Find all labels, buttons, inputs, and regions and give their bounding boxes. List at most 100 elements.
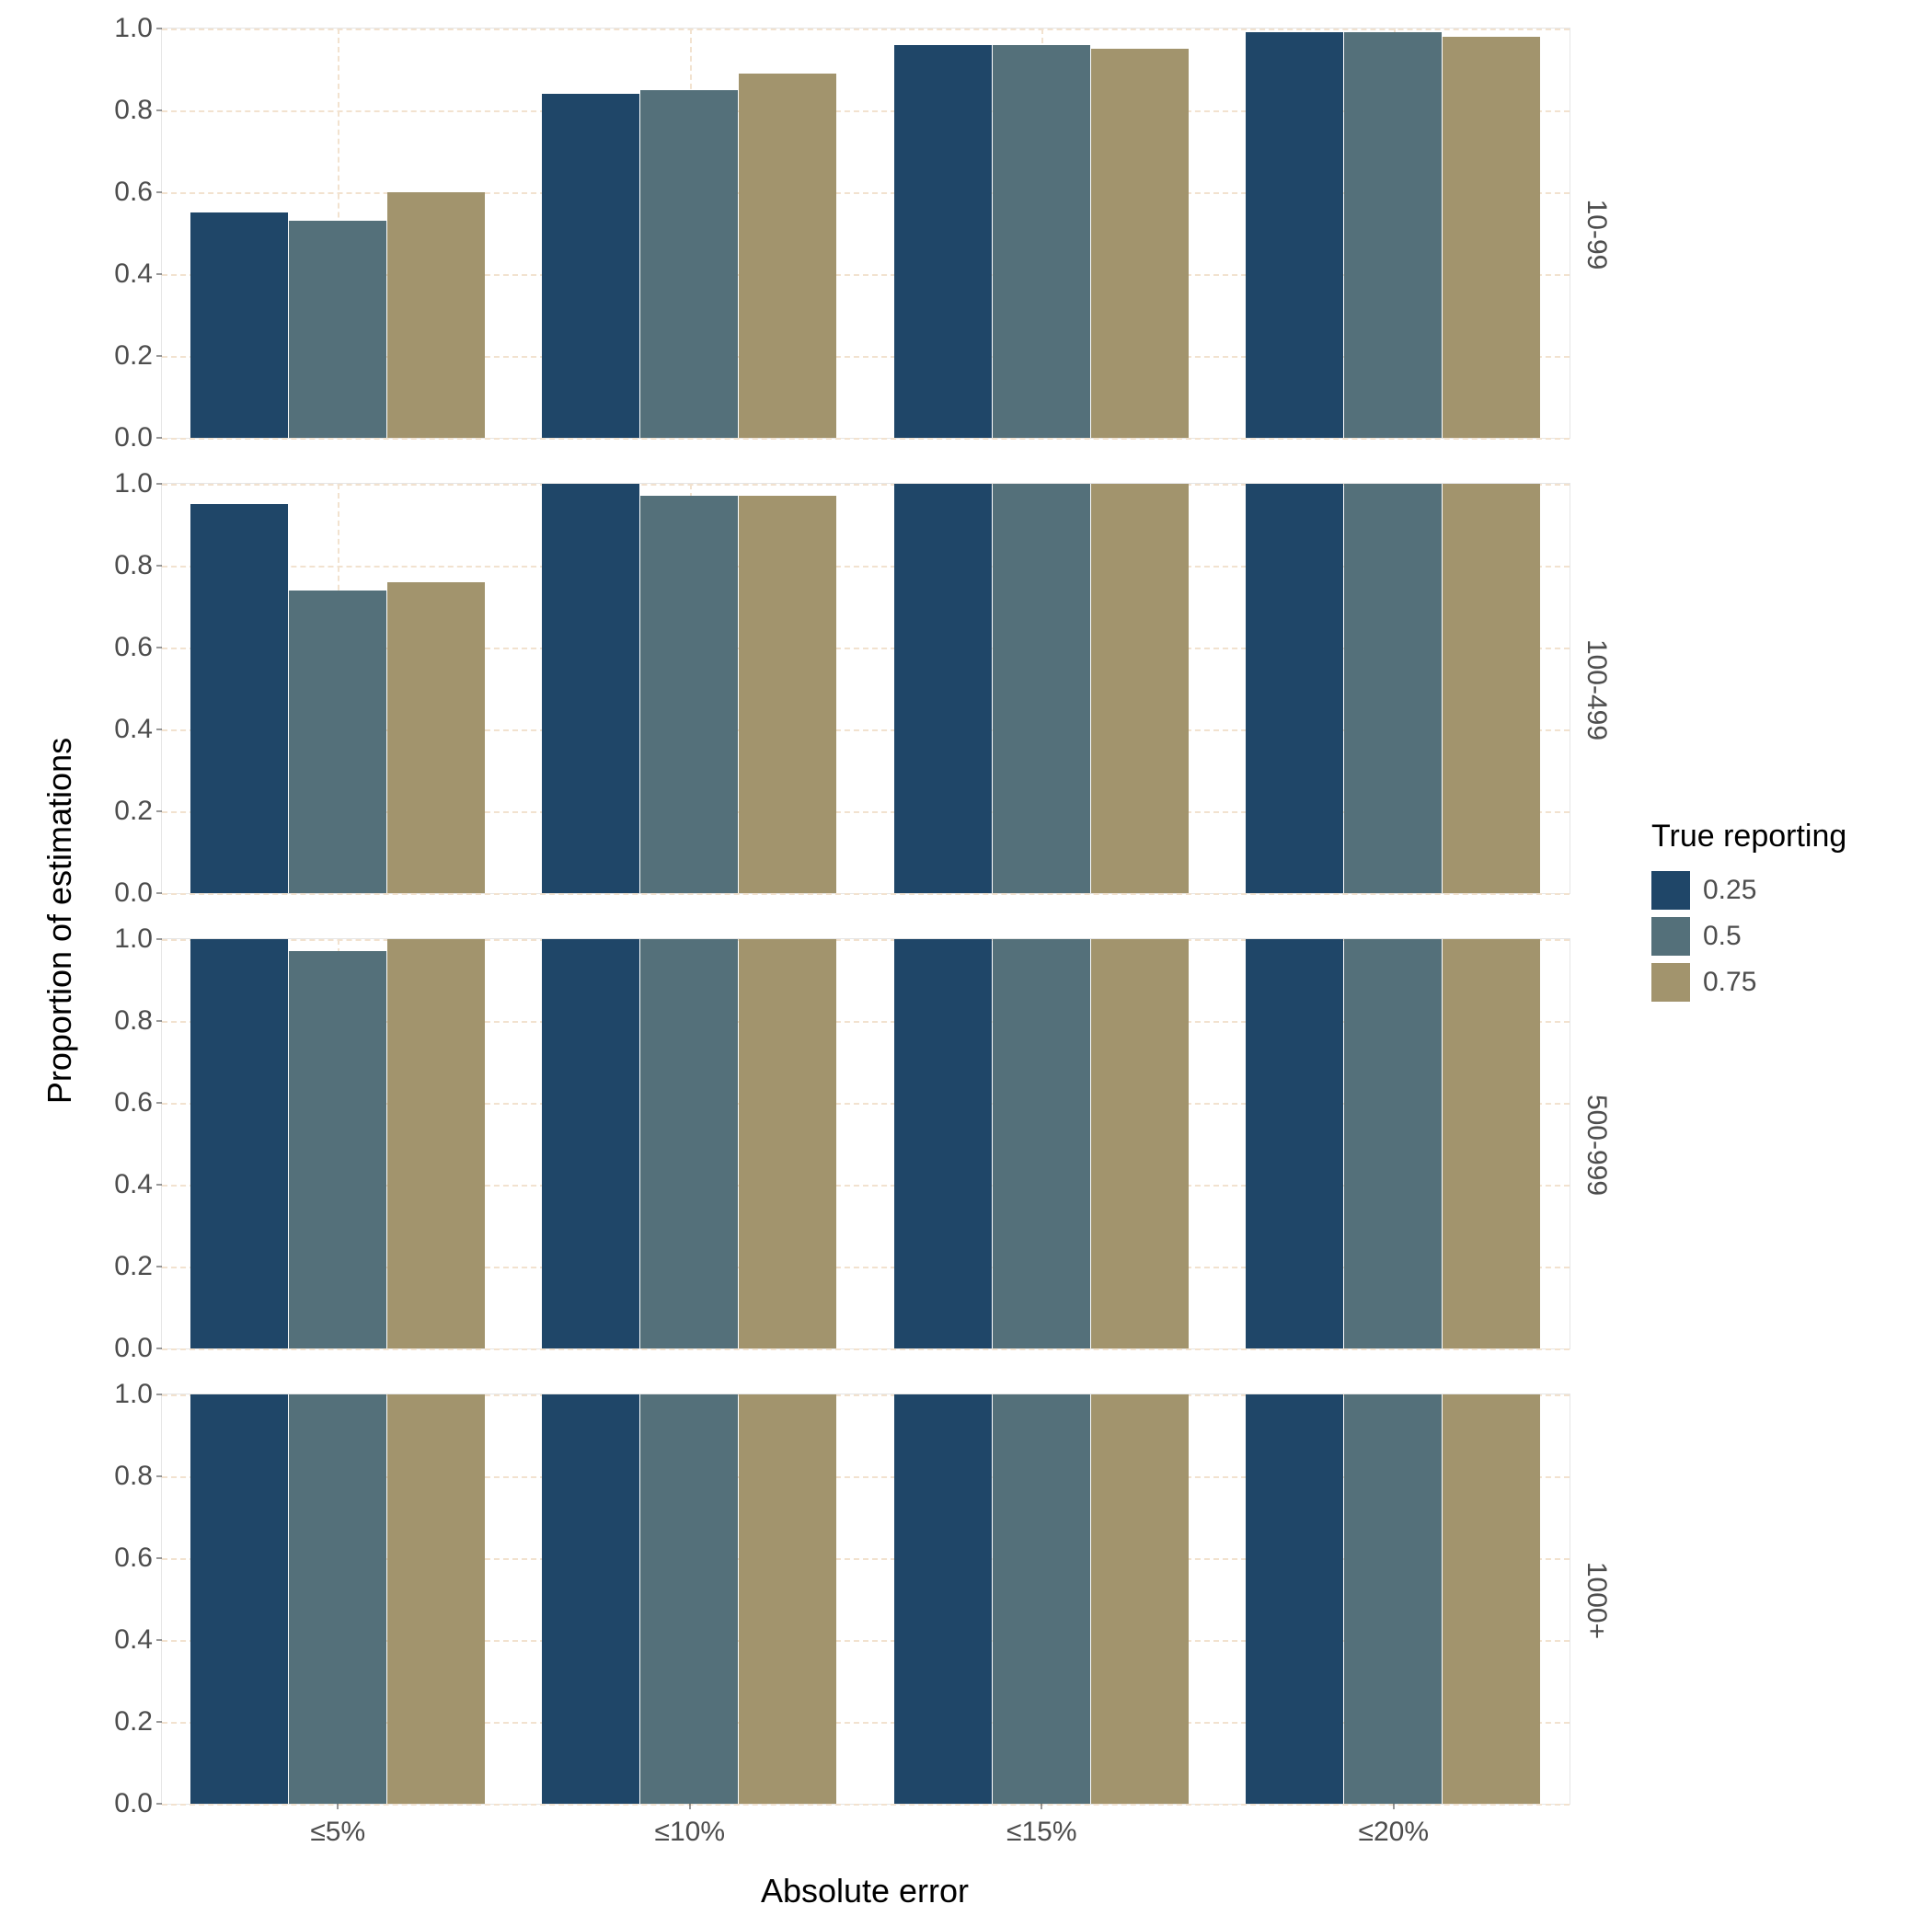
y-tick-mark [156,1394,162,1395]
y-tick-mark [156,356,162,357]
y-tick-mark [156,1804,162,1805]
bar [894,484,992,893]
bar [190,1394,288,1804]
bar [993,1394,1090,1804]
bar [1344,1394,1442,1804]
y-tick-mark [156,939,162,940]
y-tick-label: 0.4 [114,258,153,290]
y-tick-label: 0.2 [114,1251,153,1282]
facet-strip-label: 10-99 [1581,143,1612,327]
figure-root: Proportion of estimations Absolute error… [0,0,1932,1927]
legend-item: 0.25 [1651,871,1846,910]
x-tick-label: ≤10% [654,1817,725,1848]
legend-item: 0.75 [1651,963,1846,1002]
y-tick-mark [156,1021,162,1022]
y-tick-mark [156,110,162,111]
bar [993,939,1090,1348]
y-tick-label: 0.2 [114,1706,153,1738]
bar [190,504,288,893]
gridline-h [162,893,1570,895]
legend: True reporting 0.25 0.5 0.75 [1651,819,1846,1009]
bar [1344,484,1442,893]
bar [1246,1394,1343,1804]
bar [387,582,485,893]
y-tick-mark [156,1103,162,1104]
facet-panel: 0.00.20.40.60.81.0 [161,938,1570,1349]
y-tick-mark [156,566,162,567]
gridline-h [162,438,1570,440]
gridline-h [162,1348,1570,1350]
y-tick-label: 0.6 [114,1543,153,1574]
y-tick-label: 0.8 [114,1461,153,1492]
y-tick-mark [156,1185,162,1186]
bar [387,1394,485,1804]
legend-label: 0.25 [1703,875,1756,906]
gridline-h [162,29,1570,30]
y-tick-mark [156,729,162,730]
bar [1443,1394,1540,1804]
y-tick-label: 0.6 [114,632,153,663]
legend-key [1651,871,1690,910]
bar [1246,939,1343,1348]
bar [894,45,992,438]
x-tick-label: ≤20% [1358,1817,1429,1848]
legend-key [1651,917,1690,956]
x-tick-mark [1041,1804,1042,1809]
bar [542,484,639,893]
bar [289,221,386,438]
facet-strip-label: 500-999 [1581,1053,1612,1237]
bar [1091,1394,1189,1804]
bar [640,90,738,438]
facet-panel: 0.00.20.40.60.81.0 [161,483,1570,894]
bar [1091,939,1189,1348]
bar [387,939,485,1348]
y-tick-label: 0.0 [114,877,153,909]
y-tick-label: 0.0 [114,1788,153,1819]
x-tick-mark [689,1804,690,1809]
legend-label: 0.5 [1703,921,1742,952]
bar [1246,32,1343,438]
y-tick-label: 0.8 [114,550,153,581]
bar [542,1394,639,1804]
bar [993,45,1090,438]
bar [1443,484,1540,893]
y-tick-mark [156,274,162,275]
x-tick-mark [1393,1804,1394,1809]
y-tick-label: 0.8 [114,1005,153,1037]
bar [1091,49,1189,438]
bar [190,939,288,1348]
bar [1443,37,1540,438]
y-axis-title: Proportion of estimations [40,728,79,1114]
bar [1344,939,1442,1348]
y-tick-label: 0.6 [114,1087,153,1118]
y-tick-label: 0.0 [114,1333,153,1364]
facet-panel: 0.00.20.40.60.81.0≤5%≤10%≤15%≤20% [161,1394,1570,1805]
x-axis-title: Absolute error [699,1872,1030,1910]
x-tick-label: ≤5% [310,1817,365,1848]
bar [739,496,836,893]
y-tick-mark [156,484,162,485]
legend-key [1651,963,1690,1002]
y-tick-label: 1.0 [114,468,153,499]
bar [739,939,836,1348]
bar [1344,32,1442,438]
y-tick-label: 1.0 [114,1379,153,1410]
y-tick-mark [156,1722,162,1723]
bar [289,951,386,1348]
bar [387,192,485,438]
bar [1246,484,1343,893]
facet-panel: 0.00.20.40.60.81.0 [161,28,1570,439]
y-tick-label: 0.4 [114,1624,153,1656]
y-tick-label: 1.0 [114,13,153,44]
gridline-h [162,1804,1570,1806]
bar [894,939,992,1348]
y-tick-mark [156,1640,162,1641]
y-tick-label: 0.4 [114,714,153,745]
legend-title: True reporting [1651,819,1846,855]
y-tick-mark [156,192,162,193]
y-tick-label: 0.2 [114,796,153,827]
y-tick-mark [156,1558,162,1559]
y-tick-mark [156,1348,162,1349]
bar [542,94,639,438]
y-tick-label: 0.6 [114,177,153,208]
